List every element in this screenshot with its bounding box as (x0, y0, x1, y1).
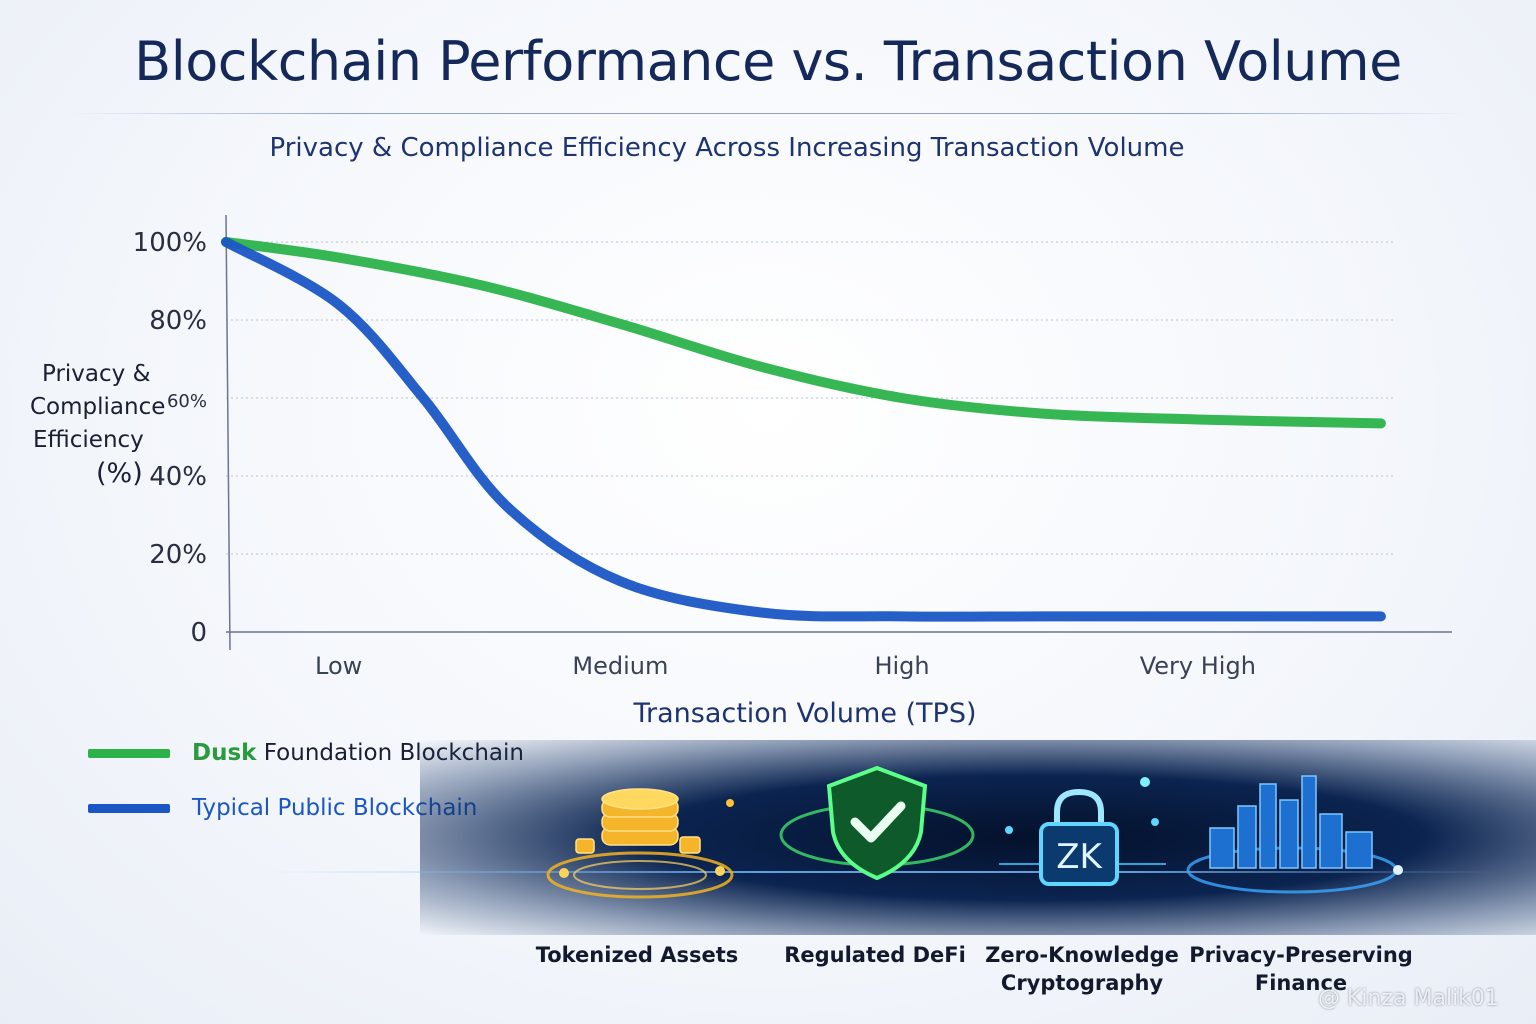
feature-label-zero-knowledge-line-1: Zero-Knowledge (985, 943, 1179, 967)
shield-check-icon (779, 765, 975, 881)
feature-label-regulated-defi: Regulated DeFi (784, 943, 966, 967)
watermark: @ Kinza Malik01 (1318, 986, 1499, 1011)
feature-label-privacy-finance: Privacy-Preserving Finance (1181, 941, 1421, 997)
x-axis-label: Transaction Volume (TPS) (633, 698, 977, 729)
y-axis-label-line-4: (%) (96, 458, 143, 489)
y-tick-label: 0 (190, 618, 207, 648)
y-axis-line (225, 214, 231, 651)
x-tick-label: Medium (572, 652, 668, 680)
zk-lock-text: ZK (1056, 837, 1103, 877)
gold-coins-icon (546, 788, 734, 899)
title-divider (70, 113, 1470, 114)
y-tick-label: 80% (149, 306, 207, 336)
x-tick-label: High (874, 652, 929, 680)
y-tick-label: 40% (149, 462, 207, 492)
y-axis-label-line-2: Compliance (30, 394, 166, 420)
feature-label-privacy-finance-line-1: Privacy-Preserving (1189, 943, 1413, 967)
x-tick-label: Low (315, 652, 362, 680)
y-axis-label-line-3: Efficiency (33, 427, 144, 453)
series-line-public (221, 237, 1386, 622)
legend-swatch-dusk (88, 748, 170, 758)
chart-title: Blockchain Performance vs. Transaction V… (134, 30, 1402, 93)
y-tick-label: 20% (149, 540, 207, 570)
legend-swatch-public (88, 803, 170, 813)
y-axis-label-line-1: Privacy & (42, 361, 151, 387)
line-chart: 100% 80% 60% 40% 20% 0 Low Medium High Very High (133, 214, 1452, 680)
legend-label-dusk-bold: Dusk (192, 740, 257, 766)
feature-label-zero-knowledge-line-2: Cryptography (1000, 971, 1164, 995)
feature-label-tokenized-assets: Tokenized Assets (535, 943, 739, 967)
chart-subtitle: Privacy & Compliance Efficiency Across I… (269, 133, 1185, 163)
city-skyline-icon (1186, 775, 1403, 894)
y-tick-label: 60% (167, 391, 207, 412)
y-tick-label: 100% (133, 228, 207, 258)
feature-label-privacy-finance-line-2: Finance (1254, 971, 1348, 995)
feature-label-zero-knowledge: Zero-Knowledge Cryptography (962, 941, 1202, 997)
zk-lock-icon: ZK (999, 777, 1166, 886)
x-tick-label: Very High (1140, 652, 1256, 680)
y-axis-label: Privacy & Compliance Efficiency (%) (20, 358, 170, 490)
series-line-dusk (221, 237, 1386, 429)
